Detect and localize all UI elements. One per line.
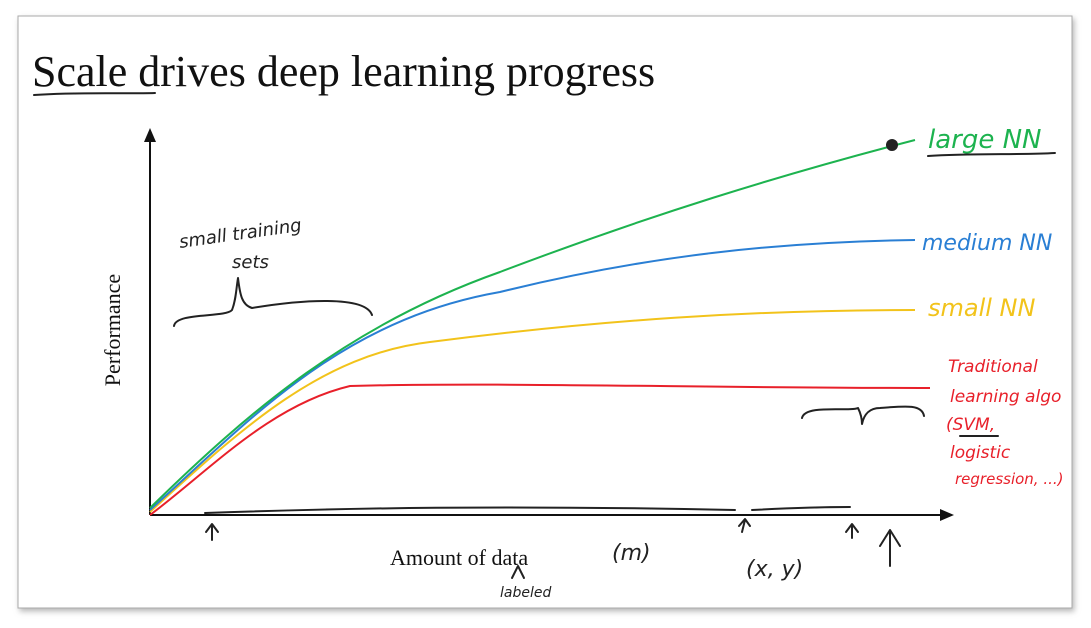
tick-arrow: [205, 523, 219, 541]
traditional-label: Traditional: [948, 357, 1038, 377]
annotation: (x, y): [746, 557, 803, 582]
brace: [173, 277, 373, 327]
tick-arrow: [738, 518, 751, 533]
annotation: (m): [612, 541, 651, 566]
y-axis-label: Performance: [100, 274, 125, 386]
medium-nn-curve: [149, 239, 916, 511]
brace: [801, 405, 925, 425]
annotation: sets: [232, 252, 269, 273]
title-underline: [33, 92, 156, 96]
traditional-label: logistic: [950, 443, 1011, 463]
traditional-label: (SVM,: [946, 415, 995, 435]
x-arrow: [940, 509, 954, 521]
x-axis-label: Amount of data: [390, 545, 528, 570]
large-nn-curve: [149, 139, 916, 509]
traditional-curve: [149, 383, 931, 516]
tick-arrow: [845, 523, 859, 539]
large-nn-underline: [927, 152, 1056, 157]
medium-nn-label: medium NN: [922, 231, 1052, 256]
annotation: labeled: [500, 585, 551, 601]
data-arrow: [751, 506, 851, 511]
small-nn-curve: [149, 309, 916, 513]
large-nn-dot: [886, 139, 898, 151]
data-arrow: [204, 506, 736, 514]
traditional-label: regression, ...): [955, 470, 1064, 488]
large-nn-label: large NN: [928, 125, 1042, 155]
tick-arrow: [879, 529, 901, 567]
small-nn-label: small NN: [928, 294, 1036, 322]
title: Scale drives deep learning progress: [32, 47, 655, 96]
y-arrow: [144, 128, 156, 142]
traditional-label: learning algo: [950, 387, 1061, 407]
caret: [511, 565, 525, 579]
slide-frame: [17, 15, 1073, 609]
